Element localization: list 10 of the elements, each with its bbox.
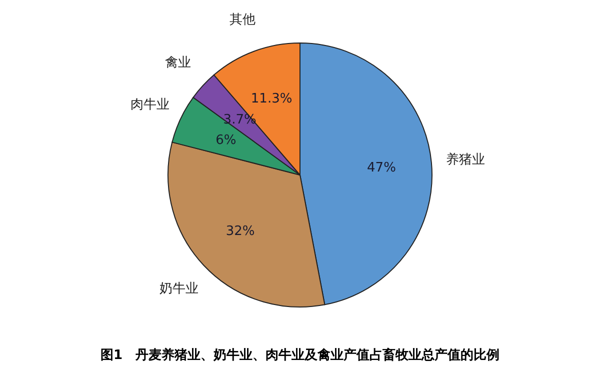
slice-label: 其他 <box>229 12 256 28</box>
data-label: 6% <box>216 133 236 148</box>
slice-label: 养猪业 <box>446 151 485 168</box>
data-label: 47% <box>367 160 396 176</box>
text: 图1 丹麦养猪业、奶牛业、肉牛业及禽业产值占畜牧业总产值的比例 <box>100 347 500 363</box>
data-label: 32% <box>226 224 255 240</box>
slice-label: 禽业 <box>164 56 191 71</box>
slice-label: 奶牛业 <box>159 282 198 297</box>
data-label: 11.3% <box>250 91 292 106</box>
slice-label: 肉牛业 <box>130 97 170 112</box>
